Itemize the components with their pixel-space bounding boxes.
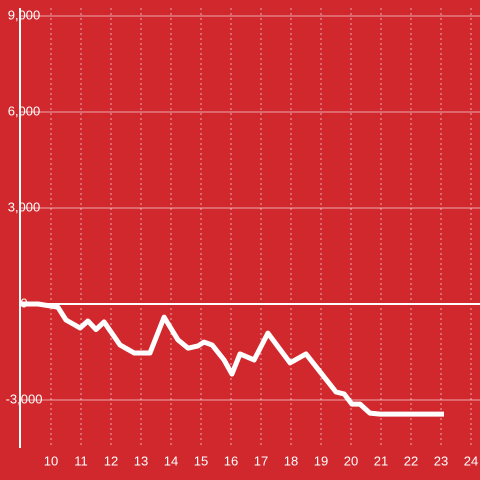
x-tick-label: 10 xyxy=(44,453,58,468)
y-tick-label: 6,000 xyxy=(8,103,41,118)
line xyxy=(21,301,444,417)
x-tick-label: 21 xyxy=(374,453,388,468)
x-tick-label: 24 xyxy=(464,453,478,468)
x-tick-label: 20 xyxy=(344,453,358,468)
x-tick-label: 23 xyxy=(434,453,448,468)
x-tick-label: 13 xyxy=(134,453,148,468)
x-tick-label: 11 xyxy=(74,453,88,468)
x-tick-label: 16 xyxy=(224,453,238,468)
x-tick-label: 19 xyxy=(314,453,328,468)
y-tick-label: 3,000 xyxy=(8,199,41,214)
x-tick-label: 12 xyxy=(104,453,118,468)
x-tick-label: 15 xyxy=(194,453,208,468)
x-tick-label: 17 xyxy=(254,453,268,468)
x-tick-label: 18 xyxy=(284,453,298,468)
x-tick-label: 14 xyxy=(164,453,178,468)
x-tick-label: 22 xyxy=(404,453,418,468)
y-tick-label: -3,000 xyxy=(6,391,43,406)
y-tick-label: 9,000 xyxy=(8,7,41,22)
